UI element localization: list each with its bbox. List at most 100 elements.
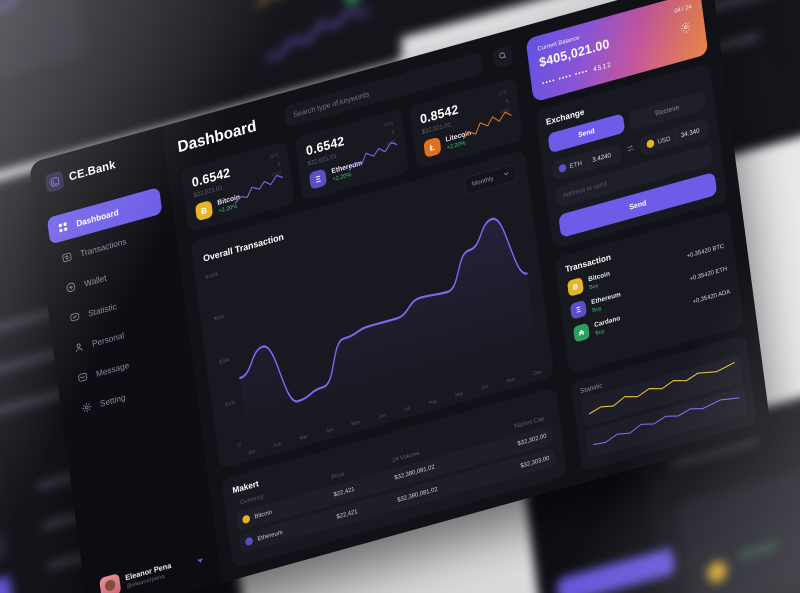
wallet-icon [65,280,77,294]
x-tick: Apr [325,425,334,434]
statistic-sparkline-purple [585,386,748,459]
background-dashboard-top-center [48,0,692,124]
from-amount: 3.4240 [591,150,612,164]
statistic-panel: Statistic [570,333,758,472]
y-tick: $100k [205,270,219,280]
gear-icon [81,400,93,414]
overall-transaction-chart: Overall Transaction Monthly $100k $50k [190,149,555,470]
content-area: Dashboard 0.6542 [162,0,771,582]
coin-card-ethereum[interactable]: 0.6542 $32,021.01 ETH $ USD Ξ [294,108,410,201]
sidebar: CE.Bank Dashboard Transactions [28,125,222,593]
grid-icon [57,220,69,234]
tx-amount: +0.35420 ADA [692,287,731,305]
swap-icon[interactable] [626,143,635,155]
from-symbol: ETH [569,158,583,170]
sidebar-item-wallet[interactable]: Wallet [55,247,171,305]
coin-card-list: 0.6542 $32,021.01 BTC $ USD Ƀ [180,76,524,233]
y-tick: $10k [224,398,236,408]
chart-plot-area [222,185,542,449]
coin-tick: BTC [269,151,280,160]
x-tick: Feb [273,440,282,448]
sidebar-item-label: Transactions [79,235,127,258]
bitcoin-icon [241,513,251,524]
tx-symbol: Ƀ [572,281,579,292]
message-icon [77,370,89,384]
page-title: Dashboard [176,115,258,156]
tx-amount: +0.35420 ETH [689,264,728,282]
coin-sparkline [233,170,286,211]
coin-tick: LTC [498,88,508,96]
avatar [99,572,122,593]
sidebar-profile[interactable]: Eleanor Pena @eleanorpena [94,542,210,593]
bank-logo-icon [44,169,65,193]
ethereum-icon [244,536,254,546]
sidebar-item-dashboard[interactable]: Dashboard [46,186,163,245]
coin-symbol: Ƀ [200,204,208,216]
transfer-icon [61,250,73,264]
main-column: Dashboard 0.6542 [162,27,581,583]
chart-line-series [239,217,539,443]
right-rail: Current Balance $405,021.00 04 / 24 ••••… [520,0,771,483]
coin-tick: $ [391,128,395,135]
to-amount: 34.340 [680,126,700,139]
search-button[interactable] [492,44,514,69]
to-symbol: USD [657,134,671,145]
coin-symbol: Ł [429,141,436,153]
statistic-sparkline-yellow [581,354,744,427]
sidebar-item-label: Personal [91,329,125,349]
eth-icon [558,162,567,173]
tx-symbol: Ξ [575,304,582,315]
sidebar-item-statistic[interactable]: Statistic [59,277,175,335]
ethereum-icon: Ξ [569,299,588,320]
tx-symbol: ₳ [578,327,585,337]
coin-tick: $ [505,97,509,104]
chevron-down-icon [503,170,509,179]
chart-range-dropdown[interactable]: Monthly [463,162,518,195]
chart-range-label: Monthly [471,174,494,188]
y-tick: 0 [237,441,242,448]
user-icon [73,340,85,354]
card-expiry: 04 / 24 [674,2,692,15]
cell-currency: Bitcoin [254,508,273,520]
x-tick: Jul [403,404,411,412]
topbar: Dashboard [176,43,514,157]
sidebar-item-transactions[interactable]: Transactions [51,217,167,275]
coin-card-bitcoin[interactable]: 0.6542 $32,021.01 BTC $ USD Ƀ [180,139,295,233]
x-tick: Jun [378,411,387,419]
sidebar-item-personal[interactable]: Personal [63,307,179,365]
y-tick: $30k [219,356,230,365]
exchange-panel: Exchange Send Recieve ETH 3.4240 [534,61,728,250]
cell-currency: Ethereum [257,528,283,542]
x-tick: Mar [299,433,309,441]
sidebar-item-setting[interactable]: Setting [71,367,187,425]
card-last4: 4512 [592,60,613,73]
sidebar-nav: Dashboard Transactions Wallet [46,186,187,425]
bitcoin-icon: Ƀ [194,199,214,221]
current-balance-card: Current Balance $405,021.00 04 / 24 ••••… [525,0,709,102]
x-tick: Oct [481,382,489,391]
chevron-down-icon[interactable] [197,557,204,564]
coin-tick: ETH [384,119,394,128]
y-tick: $50k [213,313,225,322]
brand-name: CE.Bank [68,157,117,184]
sidebar-item-label: Message [95,359,130,379]
x-tick: Jan [247,447,256,456]
coin-card-litecoin[interactable]: 0.8542 $32,021.01 LTC $ USD Ł [408,76,524,170]
coin-tick: $ [277,160,281,167]
brand: CE.Bank [41,144,156,193]
card-number-masked: •••• •••• •••• [541,66,590,87]
bitcoin-icon: Ƀ [566,276,585,297]
usd-icon [646,138,655,149]
statistic-icon [69,310,81,324]
tx-amount: +0.35420 BTC [686,241,725,259]
sidebar-item-label: Statistic [87,300,118,319]
contactless-icon [679,19,693,37]
ethereum-icon: Ξ [308,167,328,190]
litecoin-icon: Ł [423,136,442,158]
search-icon [498,50,508,64]
coin-symbol: Ξ [314,172,322,185]
sidebar-item-label: Setting [99,391,126,409]
coin-sparkline [461,106,514,147]
sidebar-item-message[interactable]: Message [67,337,183,395]
